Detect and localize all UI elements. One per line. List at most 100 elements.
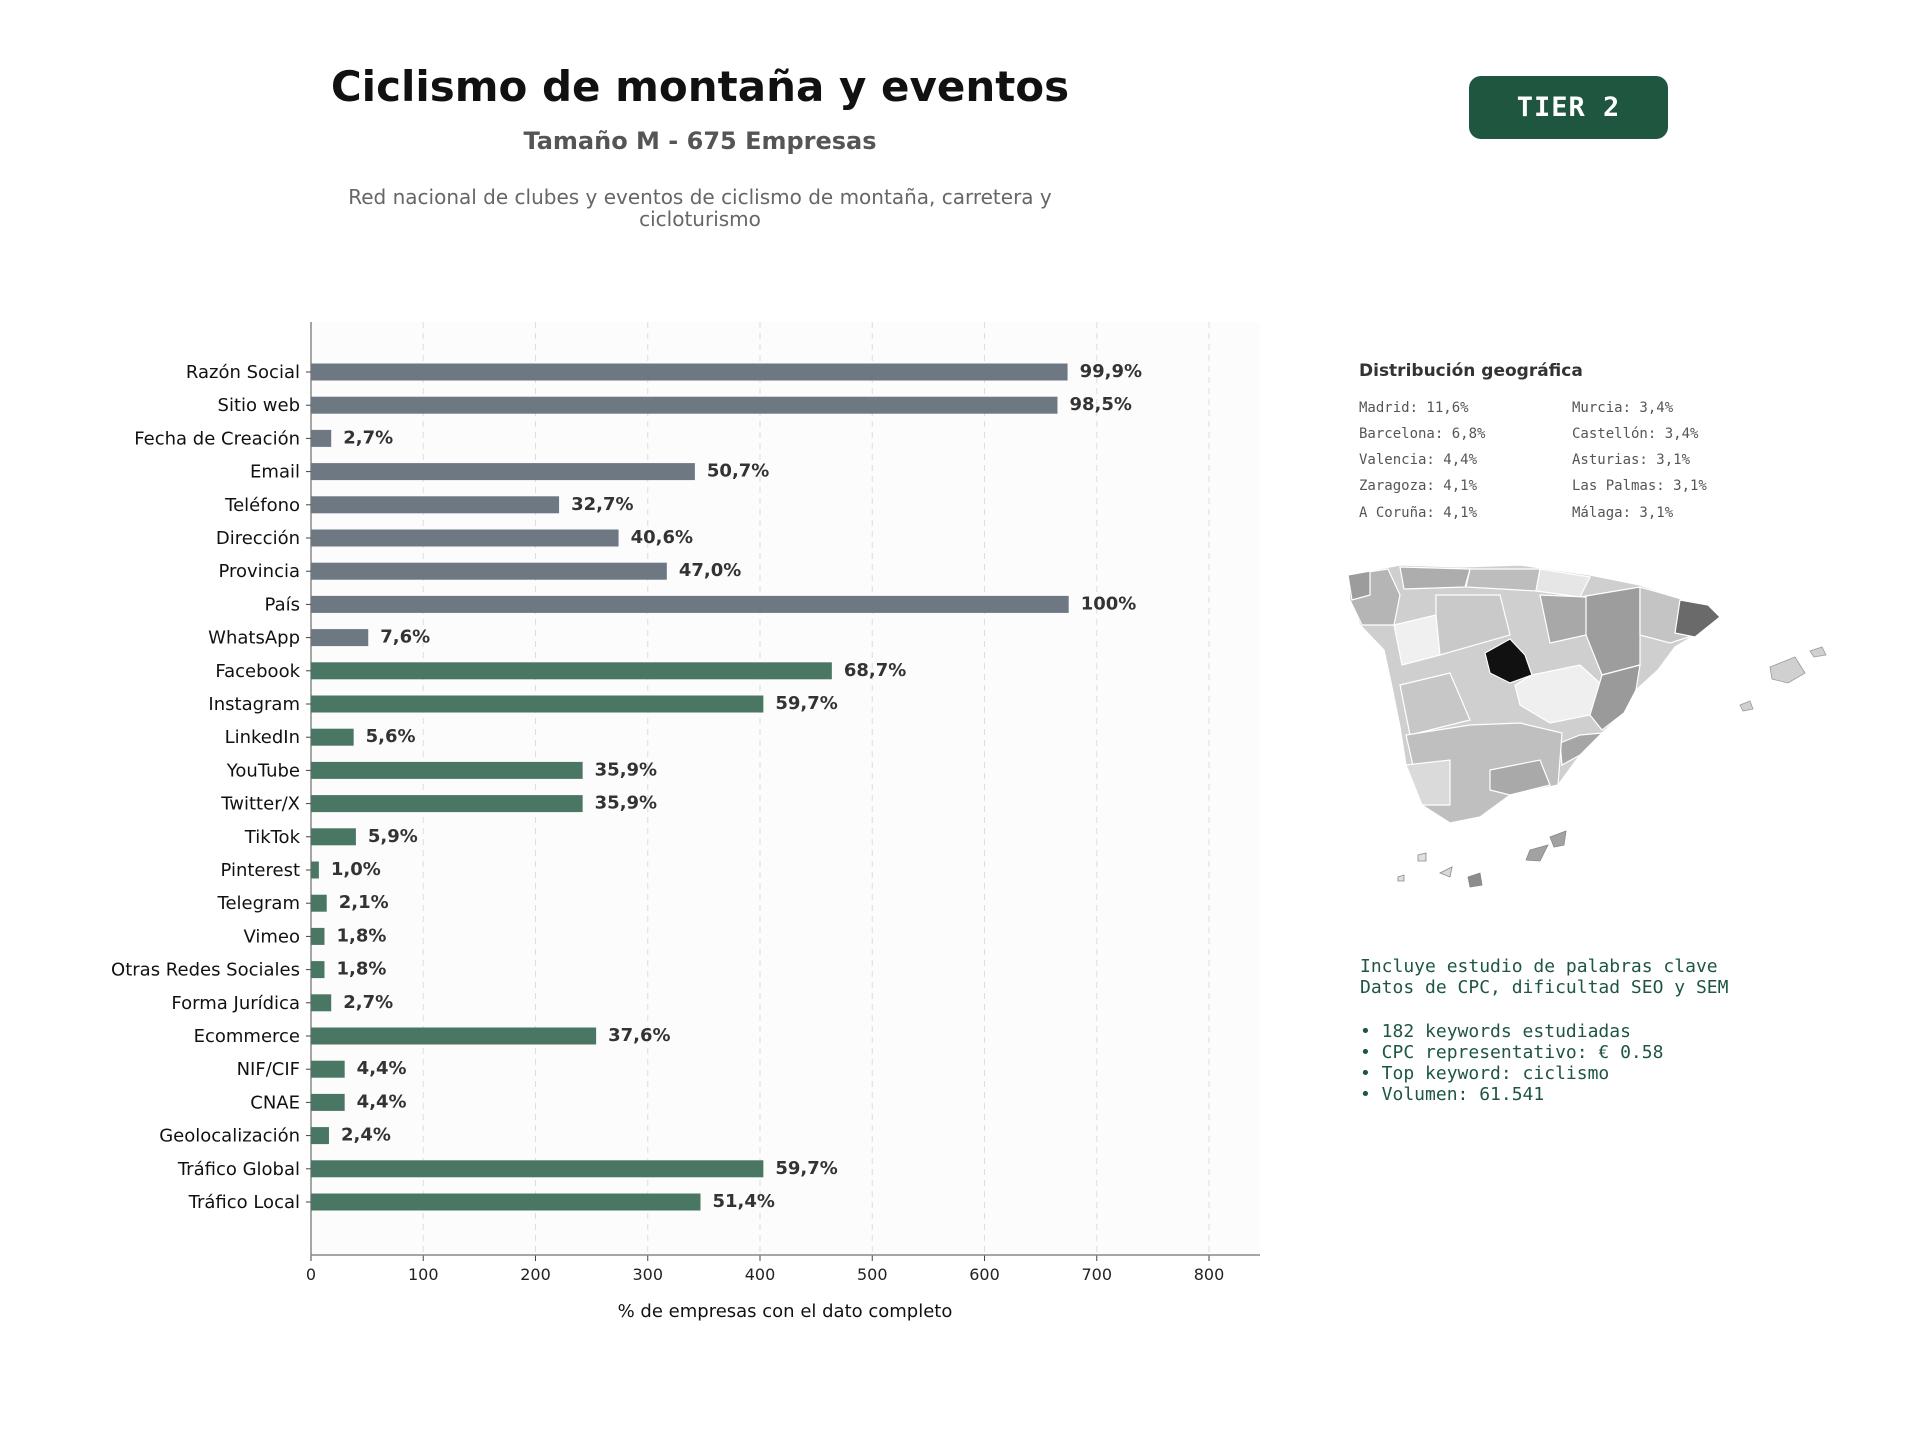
bar xyxy=(311,828,356,846)
x-tick-label: 200 xyxy=(520,1265,551,1284)
category-label: YouTube xyxy=(226,760,300,781)
map-region-baleares xyxy=(1769,656,1806,684)
x-tick-label: 400 xyxy=(745,1265,776,1284)
seo-bullet: • Top keyword: ciclismo xyxy=(1360,1063,1610,1084)
data-label: 51,4% xyxy=(713,1191,775,1212)
bar xyxy=(311,994,332,1012)
category-label: Twitter/X xyxy=(220,794,300,815)
x-tick-label: 600 xyxy=(969,1265,1000,1284)
bar xyxy=(311,961,325,979)
data-label: 37,6% xyxy=(608,1025,670,1046)
data-label: 32,7% xyxy=(571,494,633,515)
x-tick-label: 700 xyxy=(1081,1265,1112,1284)
data-label: 98,5% xyxy=(1069,394,1131,415)
category-label: Dirección xyxy=(216,528,300,549)
category-label: Otras Redes Sociales xyxy=(111,960,300,981)
page-subtitle: Tamaño M - 675 Empresas xyxy=(523,127,877,155)
bar xyxy=(311,629,369,647)
map-region-canarias xyxy=(1549,830,1567,848)
bar xyxy=(311,861,319,879)
bar xyxy=(311,1060,345,1078)
data-label: 2,7% xyxy=(343,992,393,1013)
bar xyxy=(311,728,354,746)
category-label: CNAE xyxy=(250,1092,300,1113)
data-label: 50,7% xyxy=(707,461,769,482)
bar xyxy=(311,1160,764,1178)
page-title: Ciclismo de montaña y eventos xyxy=(330,62,1070,111)
map-region xyxy=(1465,568,1541,592)
geo-item: Málaga: 3,1% xyxy=(1572,505,1674,521)
category-label: Teléfono xyxy=(224,495,300,516)
x-tick-label: 100 xyxy=(408,1265,439,1284)
map-region xyxy=(1435,594,1511,656)
bar xyxy=(311,761,583,779)
geo-item: A Coruña: 4,1% xyxy=(1359,505,1478,521)
category-label: Sitio web xyxy=(218,395,300,416)
geo-distribution-title: Distribución geográfica xyxy=(1359,361,1583,381)
data-label: 59,7% xyxy=(775,1158,837,1179)
map-region xyxy=(1514,664,1603,724)
data-label: 35,9% xyxy=(595,759,657,780)
map-region-canarias xyxy=(1397,874,1405,882)
bar xyxy=(311,529,619,547)
bar xyxy=(311,562,667,580)
bar xyxy=(311,1193,701,1211)
data-label: 4,4% xyxy=(357,1091,407,1112)
bar xyxy=(311,396,1058,414)
spain-choropleth-map xyxy=(1340,555,1850,905)
bar xyxy=(311,1093,345,1111)
category-label: Forma Jurídica xyxy=(171,993,300,1014)
bar xyxy=(311,1027,597,1045)
map-region-baleares xyxy=(1739,700,1754,712)
seo-bullet: • 182 keywords estudiadas xyxy=(1360,1021,1631,1042)
map-region xyxy=(1489,759,1551,796)
x-tick-label: 500 xyxy=(857,1265,888,1284)
data-label: 1,8% xyxy=(336,925,386,946)
category-label: Geolocalización xyxy=(159,1126,300,1147)
bar xyxy=(311,496,560,514)
category-label: Pinterest xyxy=(220,860,300,881)
map-region-canarias xyxy=(1417,852,1427,862)
geo-item: Valencia: 4,4% xyxy=(1359,452,1478,468)
data-label: 1,0% xyxy=(331,859,381,880)
seo-bullet: • Volumen: 61.541 xyxy=(1360,1084,1545,1105)
data-label: 4,4% xyxy=(357,1058,407,1079)
category-label: Instagram xyxy=(208,694,300,715)
category-label: Email xyxy=(250,462,300,483)
tier-badge: TIER 2 xyxy=(1469,76,1668,139)
bar xyxy=(311,795,583,813)
data-label: 2,1% xyxy=(339,892,389,913)
data-label: 5,6% xyxy=(366,726,416,747)
bar xyxy=(311,695,764,713)
data-label: 99,9% xyxy=(1080,361,1142,382)
data-label: 2,4% xyxy=(341,1125,391,1146)
seo-line-1: Incluye estudio de palabras clave xyxy=(1360,956,1718,977)
seo-line-2: Datos de CPC, dificultad SEO y SEM xyxy=(1360,977,1729,998)
data-label: 5,9% xyxy=(368,826,418,847)
bar xyxy=(311,595,1069,613)
data-label: 35,9% xyxy=(595,793,657,814)
geo-item: Murcia: 3,4% xyxy=(1572,400,1674,416)
category-label: Tráfico Local xyxy=(188,1192,300,1213)
map-region-canarias xyxy=(1525,844,1549,862)
map-region xyxy=(1674,599,1721,638)
geo-item: Madrid: 11,6% xyxy=(1359,400,1469,416)
map-region-canarias xyxy=(1467,872,1483,888)
x-axis-label: % de empresas con el dato completo xyxy=(618,1301,953,1322)
bar xyxy=(311,363,1068,381)
seo-bullet: • CPC representativo: € 0.58 xyxy=(1360,1042,1664,1063)
data-label: 59,7% xyxy=(775,693,837,714)
map-region xyxy=(1539,594,1587,644)
bar xyxy=(311,894,327,912)
x-tick-label: 300 xyxy=(632,1265,663,1284)
category-label: WhatsApp xyxy=(208,628,300,649)
data-label: 1,8% xyxy=(336,959,386,980)
x-tick-label: 0 xyxy=(306,1265,316,1284)
category-label: Ecommerce xyxy=(194,1026,300,1047)
map-region xyxy=(1399,566,1471,590)
bar xyxy=(311,662,832,680)
geo-item: Asturias: 3,1% xyxy=(1572,452,1691,468)
category-label: TikTok xyxy=(244,827,301,848)
category-label: Telegram xyxy=(217,893,300,914)
bar xyxy=(311,463,695,481)
